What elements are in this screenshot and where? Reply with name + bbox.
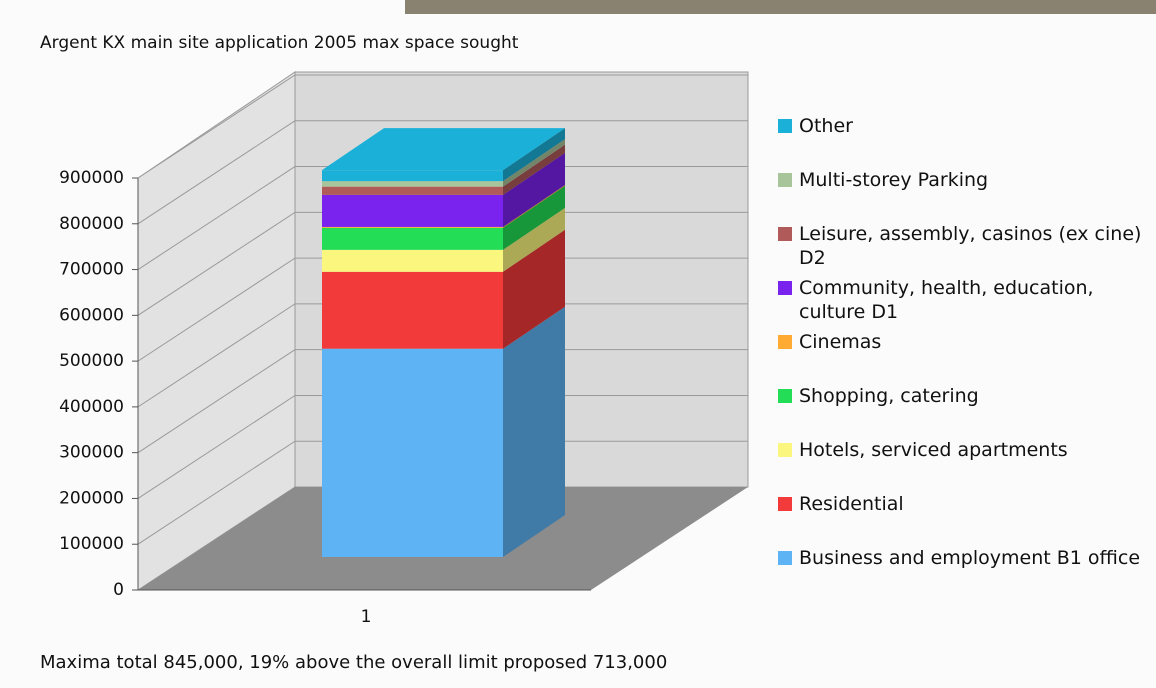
bar-segment (322, 271, 503, 349)
legend-label: Shopping, catering (799, 385, 979, 407)
bar-segment (322, 170, 503, 182)
grid-line (137, 394, 748, 499)
legend: Other Multi-storey Parking Leisure, assemb… (778, 114, 1156, 594)
legend-label: Other (799, 115, 853, 137)
bar-side (503, 185, 565, 250)
grid-line (137, 349, 748, 454)
legend-swatch (778, 335, 792, 349)
bar-segment (322, 249, 503, 272)
legend-item: Hotels, serviced apartments (778, 438, 1156, 486)
y-tick-label: 800000 (59, 214, 124, 234)
legend-swatch (778, 389, 792, 403)
legend-item: Multi-storey Parking (778, 168, 1156, 216)
x-tick-label: 1 (361, 607, 372, 627)
legend-swatch (778, 173, 792, 187)
bar-segment (322, 181, 503, 187)
y-tick-label: 100000 (59, 534, 124, 554)
grid-line (137, 74, 748, 179)
y-tick-label: 0 (113, 580, 124, 600)
legend-label: Business and employment B1 office (799, 547, 1141, 569)
grid-line (137, 166, 748, 270)
y-tick-label: 700000 (59, 260, 124, 280)
y-tick-label: 900000 (59, 168, 124, 188)
bar-side (503, 128, 565, 182)
photo-strip (405, 0, 1156, 14)
bar-segment (322, 194, 503, 227)
bar-side (503, 229, 565, 349)
y-tick-label: 500000 (59, 351, 124, 371)
legend-label: Community, health, education, culture D1 (799, 277, 1094, 323)
legend-label: Leisure, assembly, casinos (ex cine) D2 (799, 223, 1142, 269)
legend-swatch (778, 281, 792, 295)
legend-label: Residential (799, 493, 904, 515)
grid-line (137, 440, 748, 545)
legend-swatch (778, 443, 792, 457)
legend-label: Hotels, serviced apartments (799, 439, 1068, 461)
legend-item: Other (778, 114, 1156, 162)
bar-side (503, 207, 565, 272)
grid-line (137, 211, 748, 316)
bar-segment (322, 227, 503, 250)
legend-label: Cinemas (799, 331, 882, 353)
grid-line (137, 303, 748, 408)
grid-line (137, 120, 748, 225)
chart-title: Argent KX main site application 2005 max… (40, 33, 519, 53)
legend-label: Multi-storey Parking (799, 169, 989, 191)
y-tick-label: 400000 (59, 397, 124, 417)
legend-swatch (778, 497, 792, 511)
bar-segment (322, 348, 503, 557)
legend-item: Shopping, catering (778, 384, 1156, 432)
y-tick-label: 300000 (59, 443, 124, 463)
legend-swatch (778, 119, 792, 133)
legend-swatch (778, 551, 792, 565)
bar-top (322, 128, 565, 171)
bar-segment (322, 186, 503, 195)
legend-item: Business and employment B1 office (778, 546, 1156, 594)
bar-side (503, 139, 565, 187)
legend-swatch (778, 227, 792, 241)
bar-segment (322, 226, 503, 228)
bar-side (503, 306, 565, 557)
grid-line (137, 257, 748, 362)
bar-side (503, 152, 565, 227)
caption: Maxima total 845,000, 19% above the over… (40, 652, 668, 673)
legend-item: Leisure, assembly, casinos (ex cine) D2 (778, 222, 1156, 270)
legend-item: Residential (778, 492, 1156, 540)
y-tick-label: 600000 (59, 305, 124, 325)
legend-item: Community, health, education, culture D1 (778, 276, 1156, 324)
legend-item: Cinemas (778, 330, 1156, 378)
bar-side (503, 184, 565, 228)
y-tick-label: 200000 (59, 488, 124, 508)
bar-side (503, 144, 565, 195)
